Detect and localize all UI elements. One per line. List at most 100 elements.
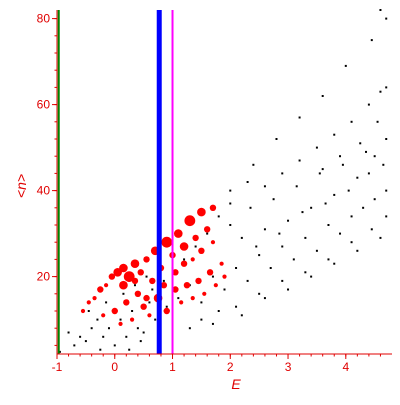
black-data-point (67, 331, 70, 334)
black-data-point (327, 224, 330, 226)
black-data-point (341, 163, 344, 166)
black-data-point (347, 189, 350, 192)
black-data-point (339, 232, 342, 235)
black-data-point (255, 245, 258, 248)
black-data-point (119, 318, 122, 321)
black-data-point (223, 288, 226, 291)
red-data-point (213, 283, 218, 288)
black-data-point (133, 284, 136, 287)
red-data-point (119, 280, 128, 290)
black-data-point (350, 120, 353, 123)
red-data-point (180, 260, 188, 267)
red-data-point (197, 207, 206, 217)
black-data-point (102, 335, 105, 338)
black-data-point (373, 198, 376, 201)
red-data-point (137, 269, 144, 276)
red-data-point (163, 307, 170, 315)
red-data-point (119, 263, 128, 273)
black-data-point (385, 17, 388, 20)
black-data-point (278, 232, 281, 235)
black-data-point (136, 327, 139, 330)
red-data-point (190, 296, 195, 301)
black-data-point (295, 185, 298, 188)
red-data-point (129, 317, 135, 322)
red-data-point (179, 242, 189, 251)
black-data-point (324, 202, 327, 205)
black-data-point (298, 116, 301, 119)
black-data-point (301, 211, 304, 214)
black-data-point (240, 314, 243, 317)
black-data-point (246, 181, 249, 183)
black-data-point (310, 206, 313, 209)
y-tick-label: 20 (37, 270, 51, 284)
red-data-point (97, 286, 104, 293)
y-tick-label: 60 (37, 98, 51, 112)
black-data-point (206, 232, 209, 235)
black-data-point (183, 258, 186, 261)
red-data-point (173, 229, 183, 238)
black-data-point (376, 120, 379, 123)
black-data-point (315, 249, 318, 252)
red-data-point (172, 286, 179, 293)
red-data-point (140, 303, 147, 310)
black-data-point (333, 262, 336, 265)
red-data-point (219, 261, 224, 266)
black-data-point (151, 288, 154, 291)
x-tick-label: 3 (285, 360, 292, 374)
red-data-point (131, 277, 139, 285)
x-tick-label: 4 (342, 360, 349, 374)
red-data-point (108, 273, 116, 280)
black-data-point (318, 172, 321, 175)
black-data-point (385, 215, 388, 218)
black-data-point (96, 318, 99, 321)
black-data-point (105, 301, 108, 304)
black-data-point (229, 224, 232, 226)
y-axis-title: <n> (13, 174, 29, 198)
red-data-point (190, 257, 195, 262)
black-data-point (131, 310, 134, 312)
black-data-point (298, 159, 301, 162)
black-data-point (165, 305, 168, 308)
black-data-point (367, 103, 370, 106)
black-data-point (350, 241, 353, 244)
red-data-point (149, 277, 156, 285)
black-points-layer (58, 9, 388, 353)
red-data-point (130, 259, 140, 269)
black-data-point (321, 168, 324, 171)
red-data-point (202, 291, 207, 296)
red-data-point (103, 283, 109, 288)
red-data-point (160, 282, 168, 289)
black-data-point (275, 138, 278, 140)
black-data-point (367, 172, 370, 175)
black-data-point (122, 292, 125, 295)
x-tick-label: 1 (169, 360, 176, 374)
red-data-point (198, 247, 205, 254)
black-data-point (200, 301, 203, 304)
black-data-point (73, 344, 76, 347)
red-data-point (123, 271, 135, 282)
black-data-point (58, 350, 61, 353)
black-data-point (229, 189, 232, 192)
black-data-point (107, 327, 110, 330)
x-axis-title: E (231, 376, 241, 392)
red-data-point (101, 313, 106, 318)
black-data-point (370, 39, 373, 42)
black-data-point (258, 254, 261, 257)
black-data-point (249, 206, 252, 209)
black-data-point (211, 322, 214, 325)
black-data-point (235, 305, 238, 308)
black-data-point (99, 348, 102, 351)
black-data-point (304, 271, 307, 274)
black-data-point (263, 228, 266, 231)
red-points-layer (80, 204, 227, 326)
black-data-point (79, 335, 82, 338)
red-data-point (86, 300, 91, 305)
black-data-point (281, 279, 284, 282)
black-data-point (304, 236, 307, 239)
red-data-point (209, 204, 217, 211)
black-data-point (333, 133, 336, 136)
x-tick-label: 0 (111, 360, 118, 374)
red-data-point (123, 299, 130, 306)
black-data-point (145, 275, 148, 278)
